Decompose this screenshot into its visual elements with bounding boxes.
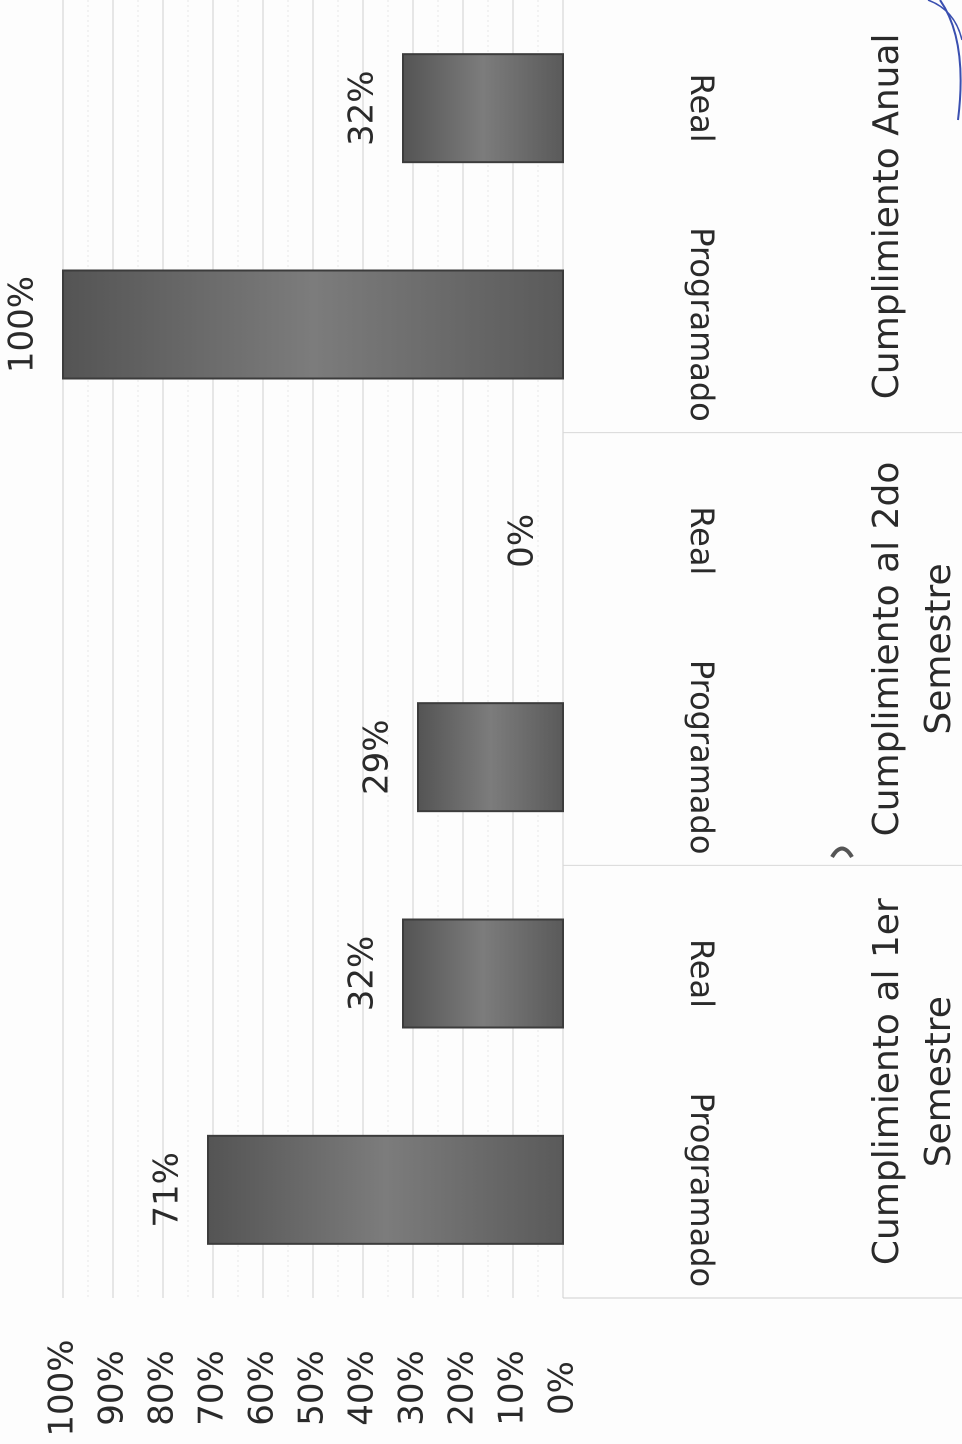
data-label: 100%	[2, 276, 42, 373]
y-tick-label: 20%	[442, 1350, 482, 1426]
group-label: Cumplimiento Anual	[866, 33, 907, 399]
y-tick-label: 100%	[42, 1339, 82, 1436]
cropped-title-glyph	[830, 846, 854, 859]
bar-category-label: Programado	[683, 660, 721, 855]
group-separators	[562, 0, 962, 1299]
group-label: Cumplimiento al 2do	[866, 462, 907, 837]
group-label: Semestre	[918, 996, 959, 1167]
bar	[207, 1134, 564, 1245]
bar-category-label: Real	[683, 506, 721, 575]
bar-category-label: Real	[683, 74, 721, 143]
labels: 0%10%20%30%40%50%60%70%80%90%100%71% Prog…	[2, 33, 960, 1436]
y-tick-label: 0%	[542, 1361, 582, 1415]
bar	[402, 918, 564, 1029]
y-tick-label: 90%	[92, 1350, 132, 1426]
pen-mark	[939, 0, 962, 121]
bar	[62, 269, 564, 380]
bar-category-label: Real	[683, 939, 721, 1008]
y-tick-label: 10%	[492, 1350, 532, 1426]
bar	[417, 702, 564, 813]
y-tick-label: 60%	[242, 1350, 282, 1426]
bar-category-label: Programado	[683, 227, 721, 422]
group-label: Semestre	[918, 563, 959, 734]
data-label: 0%	[502, 514, 542, 568]
y-tick-label: 80%	[142, 1350, 182, 1426]
grid	[62, 0, 564, 1298]
y-tick-label: 50%	[292, 1350, 332, 1426]
y-tick-label: 70%	[192, 1350, 232, 1426]
pen-mark	[927, 0, 962, 41]
y-tick-label: 40%	[342, 1350, 382, 1426]
data-label: 71%	[147, 1152, 187, 1228]
data-label: 32%	[342, 70, 382, 146]
group-label: Cumplimiento al 1er	[866, 898, 907, 1265]
bars	[62, 53, 564, 1245]
bar-category-label: Programado	[683, 1093, 721, 1288]
data-label: 29%	[357, 719, 397, 795]
data-label: 32%	[342, 936, 382, 1012]
y-tick-label: 30%	[392, 1350, 432, 1426]
bar	[402, 53, 564, 164]
